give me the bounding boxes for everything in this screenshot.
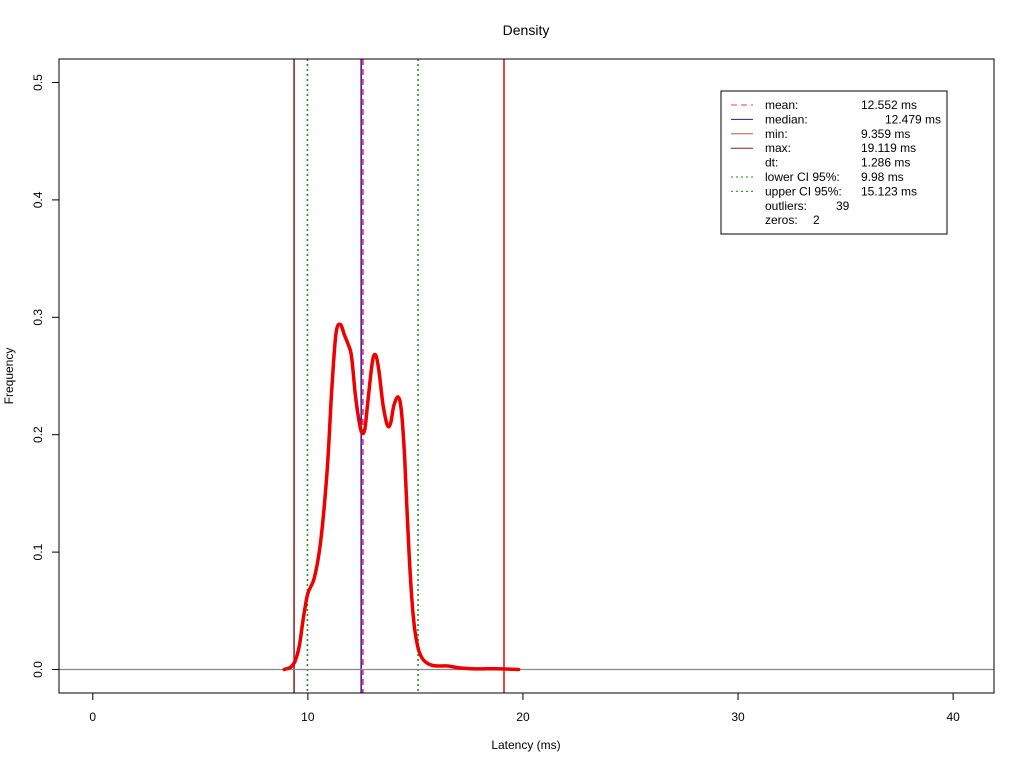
x-tick-label: 10 [301,710,315,724]
y-tick-label: 0.1 [31,543,45,560]
legend-value-lower-ci: 9.98 ms [861,170,904,184]
legend-value-min: 9.359 ms [861,127,910,141]
legend-value-outliers: 39 [836,199,850,213]
y-tick-label: 0.0 [31,661,45,678]
legend-label-outliers: outliers: [765,199,807,213]
y-tick-label: 0.5 [31,74,45,91]
x-axis: 0 10 20 30 40 [89,692,960,724]
legend-box [720,90,948,235]
reference-lines [293,59,505,693]
y-axis-label: Frequency [2,348,16,405]
legend-value-mean: 12.552 ms [861,98,917,112]
x-axis-label: Latency (ms) [491,738,560,752]
legend-value-max: 19.119 ms [861,141,916,155]
y-tick-label: 0.3 [31,309,45,326]
x-tick-label: 20 [516,710,530,724]
y-tick-label: 0.2 [31,426,45,443]
density-layer [59,322,994,672]
legend-label-median: median: [765,112,808,126]
x-tick-label: 30 [731,710,745,724]
legend-label-upper-ci: upper CI 95%: [765,184,842,198]
legend-label-lower-ci: lower CI 95%: [765,170,840,184]
legend-value-dt: 1.286 ms [861,156,910,170]
legend-label-min: min: [765,127,788,141]
legend-label-dt: dt: [765,156,778,170]
legend-label-mean: mean: [765,98,798,112]
legend-label-zeros: zeros: [765,213,798,227]
x-tick-label: 40 [946,710,960,724]
y-tick-label: 0.4 [31,191,45,208]
legend: mean: 12.552 ms median: 12.479 ms min: 9.359 … [720,90,948,235]
legend-value-upper-ci: 15.123 ms [861,184,917,198]
legend-value-median: 12.479 ms [885,112,941,126]
legend-label-max: max: [765,141,791,155]
chart-title: Density [503,22,550,38]
legend-value-zeros: 2 [813,213,820,227]
x-tick-label: 0 [89,710,96,724]
density-curve [282,322,521,672]
y-axis: 0.0 0.1 0.2 0.3 0.4 0.5 [31,74,60,678]
